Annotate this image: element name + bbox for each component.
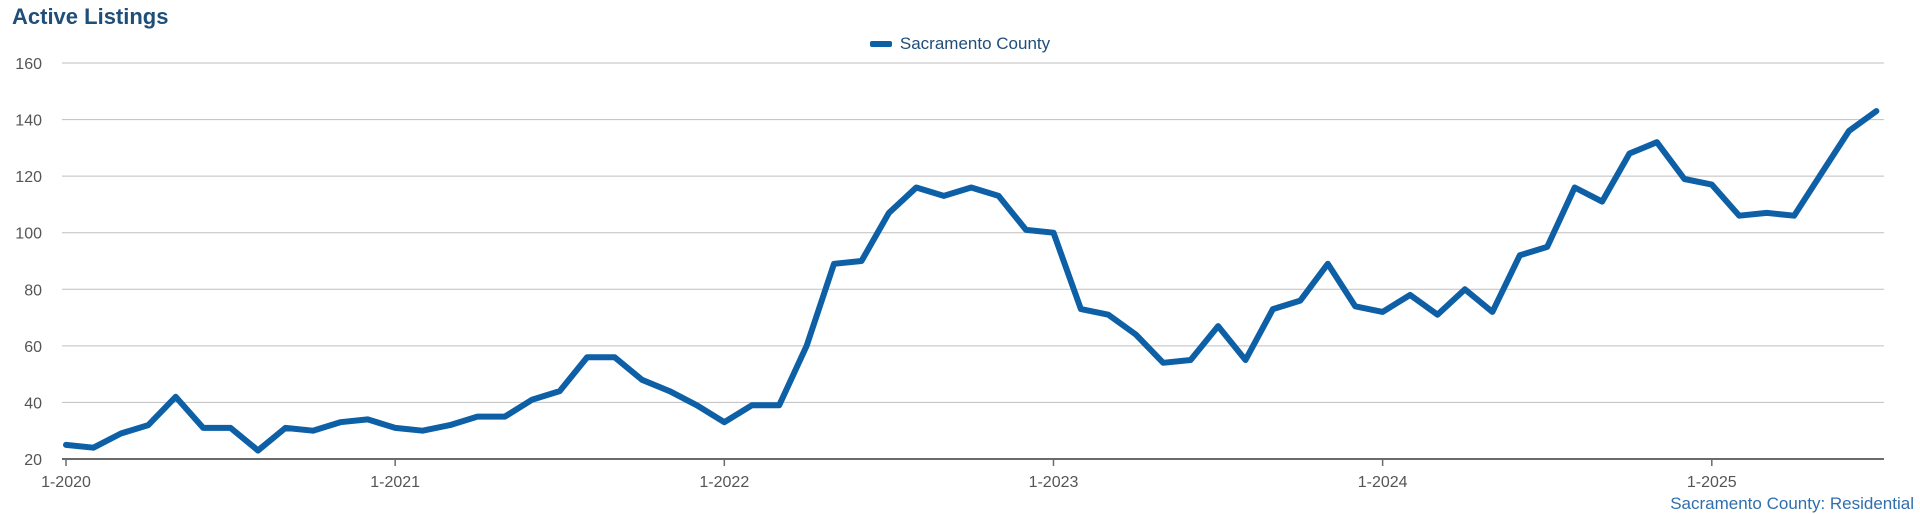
data-point <box>1435 312 1441 318</box>
data-point <box>420 428 426 434</box>
data-point <box>612 354 618 360</box>
data-point <box>1736 213 1742 219</box>
data-point <box>1078 306 1084 312</box>
legend: Sacramento County <box>0 34 1920 54</box>
y-axis: 20 40 60 80 100 120 140 160 <box>15 56 42 469</box>
data-point <box>941 193 947 199</box>
data-point <box>1709 182 1715 188</box>
data-point <box>365 416 371 422</box>
data-point <box>90 445 96 451</box>
data-point <box>858 258 864 264</box>
data-point <box>1517 252 1523 258</box>
data-point <box>1133 332 1139 338</box>
y-tick-label: 140 <box>15 113 42 130</box>
data-point <box>1023 227 1029 233</box>
x-tick-label: 1-2024 <box>1358 474 1408 491</box>
data-point <box>337 419 343 425</box>
x-tick-label: 1-2020 <box>41 474 91 491</box>
data-point <box>173 394 179 400</box>
data-point <box>666 388 672 394</box>
y-tick-label: 20 <box>24 452 42 469</box>
data-point <box>557 388 563 394</box>
series-group <box>63 108 1880 454</box>
data-point <box>1462 286 1468 292</box>
y-tick-label: 40 <box>24 395 42 412</box>
data-point <box>228 425 234 431</box>
data-point <box>529 397 535 403</box>
data-point <box>1627 151 1633 157</box>
y-tick-label: 160 <box>15 56 42 73</box>
data-point <box>255 448 261 454</box>
data-point <box>118 431 124 437</box>
data-point <box>1846 128 1852 134</box>
y-tick-label: 80 <box>24 282 42 299</box>
data-point <box>63 442 69 448</box>
data-point <box>968 184 974 190</box>
y-tick-label: 100 <box>15 226 42 243</box>
y-tick-label: 60 <box>24 339 42 356</box>
data-point <box>282 425 288 431</box>
data-point <box>474 414 480 420</box>
data-point <box>776 402 782 408</box>
data-point <box>1160 360 1166 366</box>
x-tick-label: 1-2022 <box>699 474 749 491</box>
x-tick-label: 1-2023 <box>1029 474 1079 491</box>
data-point <box>804 343 810 349</box>
data-point <box>694 402 700 408</box>
chart-title: Active Listings <box>12 4 169 29</box>
legend-swatch <box>869 40 892 47</box>
data-point <box>913 184 919 190</box>
data-point <box>1681 176 1687 182</box>
grid-lines <box>62 62 1884 460</box>
series-line-sacramento-county <box>63 108 1880 454</box>
data-point <box>1215 323 1221 329</box>
data-point <box>1544 244 1550 250</box>
data-point <box>1791 213 1797 219</box>
data-point <box>1599 199 1605 205</box>
data-point <box>1297 298 1303 304</box>
data-point <box>639 377 645 383</box>
data-point <box>831 261 837 267</box>
y-tick-label: 120 <box>15 169 42 186</box>
x-tick-label: 1-2025 <box>1687 474 1737 491</box>
data-point <box>1105 312 1111 318</box>
source-note: Sacramento County: Residential <box>1670 494 1914 513</box>
data-point <box>1654 139 1660 145</box>
data-point <box>721 419 727 425</box>
data-point <box>1380 309 1386 315</box>
data-point <box>1270 306 1276 312</box>
data-point <box>1489 309 1495 315</box>
data-point <box>392 425 398 431</box>
data-point <box>749 402 755 408</box>
data-point <box>1407 292 1413 298</box>
data-point <box>1819 170 1825 176</box>
data-point <box>996 193 1002 199</box>
data-point <box>584 354 590 360</box>
data-point <box>502 414 508 420</box>
data-point <box>447 422 453 428</box>
x-axis: 1-2020 1-2021 1-2022 1-2023 1-2024 1-2025 <box>41 459 1737 491</box>
data-point <box>886 210 892 216</box>
data-point <box>200 425 206 431</box>
data-point <box>1764 210 1770 216</box>
data-point <box>1242 357 1248 363</box>
data-point <box>1325 261 1331 267</box>
data-point <box>1572 184 1578 190</box>
data-point <box>310 428 316 434</box>
data-point <box>145 422 151 428</box>
x-tick-label: 1-2021 <box>370 474 420 491</box>
data-point <box>1050 230 1056 236</box>
data-point <box>1352 303 1358 309</box>
legend-label: Sacramento County <box>899 34 1051 53</box>
data-point <box>1873 108 1879 114</box>
data-point <box>1188 357 1194 363</box>
